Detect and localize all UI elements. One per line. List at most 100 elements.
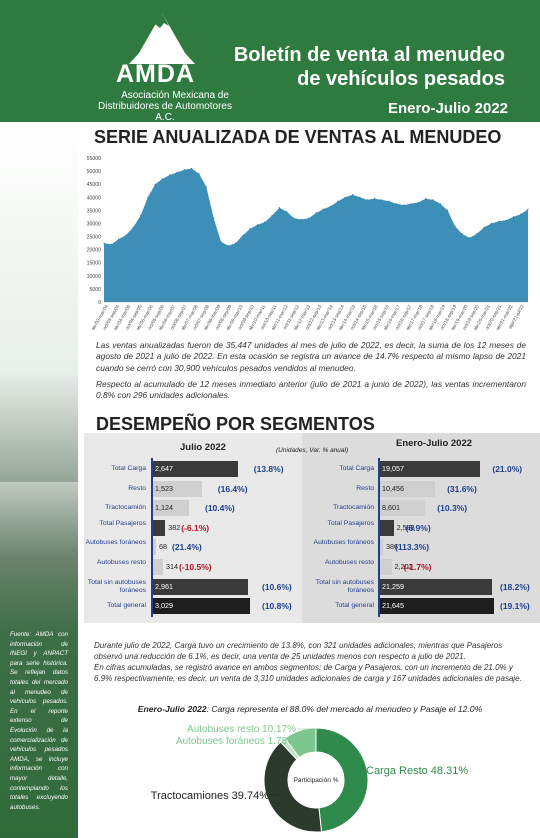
share-donut-chart: Participación % Carga Resto 48.31% Tractoc… bbox=[82, 716, 538, 838]
area-point bbox=[512, 216, 514, 218]
segment-bar-july bbox=[153, 519, 166, 536]
area-point bbox=[447, 209, 449, 211]
area-point bbox=[344, 196, 346, 198]
area-point bbox=[490, 222, 492, 225]
segment-bar-jan-jul bbox=[380, 519, 394, 536]
area-point bbox=[176, 171, 178, 173]
area-chart-svg: 5500050000450004000035000300002500020000… bbox=[87, 156, 529, 331]
area-point bbox=[264, 221, 266, 223]
area-point bbox=[103, 242, 105, 244]
area-point bbox=[198, 173, 200, 175]
area-point bbox=[140, 215, 142, 217]
segment-change-july: (10.6%) bbox=[262, 581, 292, 592]
area-point bbox=[425, 198, 427, 200]
segment-change-july: (10.4%) bbox=[204, 503, 235, 514]
segment-label-jan-jul: Autobuses foráneos bbox=[313, 539, 374, 547]
segment-label-jan-jul: Total Pasajeros bbox=[327, 519, 374, 527]
area-point bbox=[154, 183, 156, 185]
annualized-paragraph-2: Respecto al acumulado de 12 meses inmedi… bbox=[96, 379, 526, 401]
area-point bbox=[352, 194, 354, 196]
annualized-sales-chart: 55000 50000 45000 40000 35000 30000 25000 20000… bbox=[82, 150, 532, 331]
segment-label-july: Total Carga bbox=[111, 465, 146, 472]
area-point bbox=[293, 217, 295, 219]
area-point bbox=[454, 225, 456, 227]
segment-label-jan-jul: Total general bbox=[335, 602, 374, 610]
segment-value-jan-jul: 21,259 bbox=[382, 581, 404, 591]
y-tick-label: 55000 bbox=[87, 156, 102, 162]
segment-label-july: Total general bbox=[107, 602, 146, 610]
y-tick-label: 0 bbox=[98, 300, 101, 306]
segment-change-july: (-6.1%) bbox=[181, 522, 210, 533]
share-title: Enero-Julio 2022: Carga representa el 88… bbox=[82, 704, 538, 714]
truck-photo bbox=[0, 482, 78, 632]
area-point bbox=[118, 238, 120, 240]
segment-change-jan-jul: (18.2%) bbox=[500, 581, 530, 592]
area-point bbox=[381, 199, 383, 201]
area-point bbox=[235, 242, 237, 244]
area-point bbox=[220, 241, 222, 243]
area-point bbox=[227, 245, 229, 247]
segment-bar-july bbox=[153, 480, 202, 497]
segment-change-jan-jul: (6.9%) bbox=[405, 522, 431, 533]
segment-bar-jan-jul bbox=[380, 500, 426, 517]
segment-change-jan-jul: (-1.7%) bbox=[403, 562, 432, 572]
segment-bar-jan-jul bbox=[380, 461, 481, 477]
axis-line-july bbox=[151, 458, 153, 617]
segment-value-jan-jul: 8,601 bbox=[382, 503, 400, 513]
y-tick-label: 10000 bbox=[87, 274, 102, 280]
header-banner: AMDA Asociación Mexicana de Distribuidor… bbox=[0, 0, 540, 123]
segments-paragraph-1: Durante julio de 2022, Carga tuvo un cre… bbox=[94, 641, 503, 661]
donut-leader-line bbox=[296, 731, 309, 742]
area-point bbox=[483, 226, 485, 228]
segment-bar-july bbox=[153, 461, 238, 477]
segment-label-july: Resto bbox=[128, 484, 146, 492]
col-head-july: Julio 2022 bbox=[180, 442, 226, 453]
area-point bbox=[213, 217, 215, 219]
area-point bbox=[439, 203, 441, 205]
logo-subtitle-1: Asociación Mexicana de bbox=[121, 90, 229, 101]
segment-bar-jan-jul bbox=[380, 598, 494, 615]
area-point bbox=[256, 224, 259, 226]
segment-change-july: (10.8%) bbox=[262, 601, 292, 612]
area-point bbox=[191, 167, 193, 170]
col-head-jan-jul: Enero-Julio 2022 bbox=[396, 438, 473, 449]
segment-bar-jan-jul bbox=[380, 539, 383, 556]
axis-line-jan-jul bbox=[378, 458, 380, 617]
segment-bar-july bbox=[153, 559, 164, 575]
segment-value-july: 2,961 bbox=[155, 581, 173, 591]
donut-chart-svg: Participación % Carga Resto 48.31% Tractoc… bbox=[151, 724, 468, 833]
y-tick-label: 50000 bbox=[87, 169, 102, 175]
area-point bbox=[403, 204, 405, 206]
left-sidebar bbox=[0, 122, 78, 838]
segment-value-jan-jul: 2,202 bbox=[394, 562, 413, 571]
share-title-rest: : Carga representa el 88.0% del mercado … bbox=[206, 704, 483, 714]
segment-value-july: 1,523 bbox=[155, 483, 173, 493]
area-point bbox=[205, 186, 207, 188]
segment-value-jan-jul: 10,456 bbox=[382, 483, 404, 493]
segment-bar-july bbox=[153, 598, 250, 615]
segment-bar-jan-jul bbox=[380, 480, 436, 497]
segment-value-july: 3,029 bbox=[155, 601, 173, 611]
area-point bbox=[359, 196, 361, 198]
area-point bbox=[476, 233, 478, 235]
segment-label-jan-jul: Tractocamión bbox=[333, 504, 374, 512]
mountain-logo-icon bbox=[129, 13, 195, 64]
amda-logo: AMDA Asociación Mexicana de Distribuidor… bbox=[0, 0, 232, 123]
area-point bbox=[300, 218, 302, 221]
donut-slice-label: Tractocamiones 39.74% bbox=[151, 790, 269, 802]
area-point bbox=[249, 228, 251, 230]
segment-bar-jan-jul bbox=[380, 559, 392, 575]
segment-change-jan-jul: (10.3%) bbox=[437, 503, 468, 514]
logo-subtitle-2: Distribuidores de Automotores A.C. bbox=[98, 101, 232, 123]
segment-bar-july bbox=[153, 500, 189, 517]
area-point bbox=[278, 207, 280, 209]
donut-center-label: Participación % bbox=[294, 777, 339, 784]
area-point bbox=[286, 211, 288, 213]
segment-value-july: 68 bbox=[159, 542, 167, 552]
y-tick-label: 25000 bbox=[87, 235, 102, 241]
segment-label-jan-jul: Resto bbox=[356, 484, 374, 492]
area-point bbox=[183, 169, 185, 171]
bulletin-period: Enero-Julio 2022 bbox=[387, 100, 508, 117]
y-tick-label: 30000 bbox=[87, 221, 102, 227]
area-point bbox=[527, 208, 529, 210]
